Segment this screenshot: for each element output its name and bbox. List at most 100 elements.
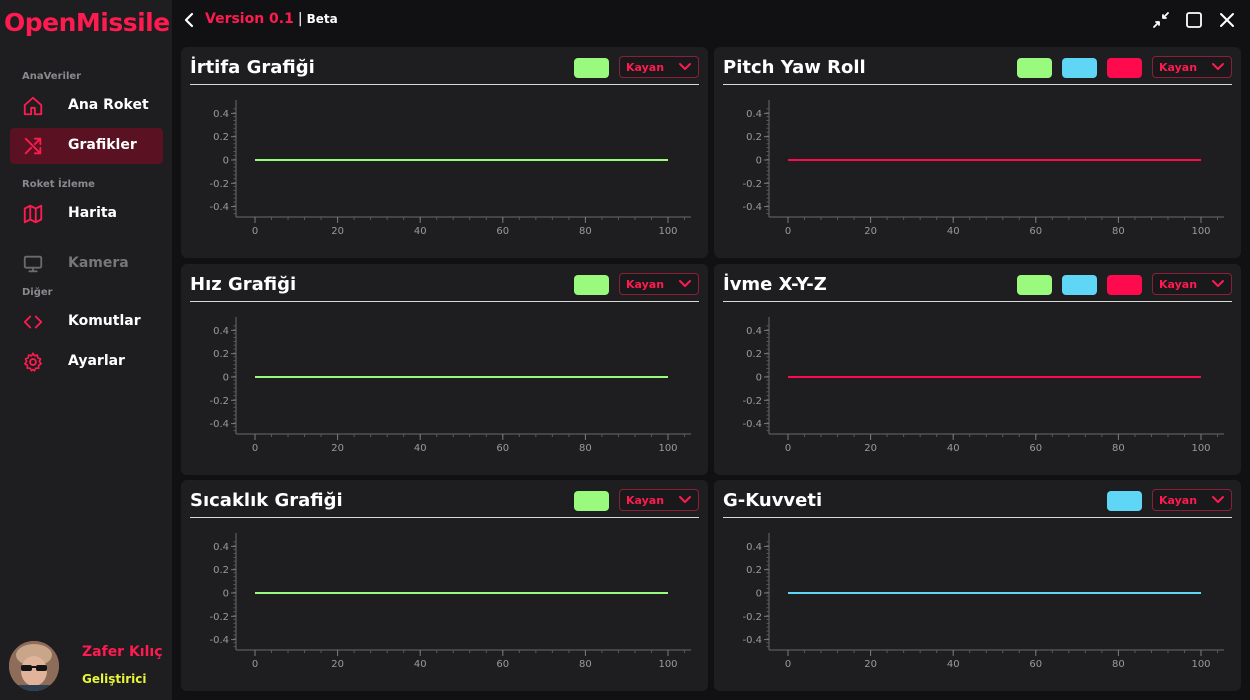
x-tick-label: 20 <box>864 659 877 670</box>
chevron-down-icon <box>679 63 691 70</box>
x-tick-label: 100 <box>658 226 677 237</box>
panel-title: Sıcaklık Grafiği <box>190 490 343 511</box>
sidebar-item-komutlar[interactable]: Komutlar <box>10 304 163 340</box>
mode-dropdown-value: Kayan <box>1159 494 1198 507</box>
y-tick-label: 0.4 <box>213 542 229 553</box>
gear-icon <box>24 352 42 372</box>
x-tick-label: 80 <box>579 443 592 454</box>
chevron-down-icon <box>679 280 691 287</box>
y-tick-label: 0.4 <box>746 542 762 553</box>
sidebar-item-label: Komutlar <box>68 313 141 329</box>
panel-title: İrtifa Grafiği <box>190 57 315 78</box>
line-chart: 0.4 0.2 0 -0.2 -0.4 0 20 40 60 80 100 <box>209 100 691 237</box>
series-color-swatch[interactable] <box>574 491 609 511</box>
sidebar-item-ana-roket[interactable]: Ana Roket <box>10 88 163 124</box>
panel-title: Hız Grafiği <box>190 274 297 295</box>
sidebar-item-kamera[interactable]: Kamera <box>10 246 163 282</box>
y-tick-label: 0.2 <box>746 349 762 360</box>
series-color-swatch[interactable] <box>574 58 609 78</box>
x-tick-label: 40 <box>947 443 960 454</box>
section-label-roket-izleme: Roket İzleme <box>22 179 95 190</box>
y-tick-label: 0.2 <box>746 132 762 143</box>
x-tick-label: 0 <box>785 226 791 237</box>
y-tick-label: 0 <box>223 373 229 384</box>
y-tick-label: -0.2 <box>209 612 229 623</box>
user-role: Geliştirici <box>82 672 147 686</box>
x-tick-label: 60 <box>496 659 509 670</box>
series-color-swatch[interactable] <box>1107 491 1142 511</box>
y-tick-label: -0.2 <box>742 612 762 623</box>
mode-dropdown[interactable]: Kayan <box>619 273 699 295</box>
panel-title: Pitch Yaw Roll <box>723 57 866 78</box>
y-tick-label: 0.2 <box>213 349 229 360</box>
user-profile[interactable]: Zafer Kılıç Geliştirici <box>0 636 172 696</box>
series-color-swatch[interactable] <box>1107 58 1142 78</box>
x-tick-label: 60 <box>1029 659 1042 670</box>
y-tick-label: 0 <box>223 589 229 600</box>
y-tick-label: 0.2 <box>213 565 229 576</box>
chevron-down-icon <box>1212 496 1224 503</box>
close-icon[interactable] <box>1216 9 1238 31</box>
sidebar-item-label: Ana Roket <box>68 97 149 113</box>
version-label: Version 0.1 | Beta <box>205 11 338 27</box>
title-bar: Version 0.1 | Beta <box>172 0 1250 40</box>
line-chart: 0.4 0.2 0 -0.2 -0.4 0 20 40 60 80 100 <box>742 317 1224 454</box>
mode-dropdown[interactable]: Kayan <box>619 56 699 78</box>
section-label-anaveriler: AnaVeriler <box>22 71 82 82</box>
x-tick-label: 100 <box>1191 226 1210 237</box>
x-tick-label: 80 <box>1112 226 1125 237</box>
sidebar-item-harita[interactable]: Harita <box>10 196 163 232</box>
beta-badge: Beta <box>306 12 338 26</box>
graph-panel-pitch-yaw-roll: Pitch Yaw Roll Kayan 0.4 0.2 0 -0.2 -0.4 0 20 40 6… <box>714 47 1241 258</box>
mode-dropdown[interactable]: Kayan <box>1152 489 1232 511</box>
series-color-swatch[interactable] <box>1107 275 1142 295</box>
series-color-swatch[interactable] <box>1062 275 1097 295</box>
panel-divider <box>723 301 1232 302</box>
x-tick-label: 80 <box>579 226 592 237</box>
y-tick-label: 0 <box>756 589 762 600</box>
mode-dropdown-value: Kayan <box>1159 278 1198 291</box>
panel-divider <box>190 84 699 85</box>
mode-dropdown[interactable]: Kayan <box>619 489 699 511</box>
panel-divider <box>723 84 1232 85</box>
x-tick-label: 40 <box>947 226 960 237</box>
avatar[interactable] <box>9 641 59 691</box>
section-label-diger: Diğer <box>22 287 53 298</box>
series-color-swatch[interactable] <box>574 275 609 295</box>
series-color-swatch[interactable] <box>1062 58 1097 78</box>
panel-divider <box>723 517 1232 518</box>
sidebar-item-label: Grafikler <box>68 137 137 153</box>
x-tick-label: 0 <box>252 659 258 670</box>
back-chevron-icon[interactable] <box>180 10 200 30</box>
series-color-swatch[interactable] <box>1017 275 1052 295</box>
y-tick-label: -0.4 <box>209 419 229 430</box>
mode-dropdown[interactable]: Kayan <box>1152 273 1232 295</box>
map-icon <box>23 204 43 224</box>
mode-dropdown-value: Kayan <box>626 61 665 74</box>
x-tick-label: 0 <box>252 443 258 454</box>
y-tick-label: -0.2 <box>742 396 762 407</box>
y-tick-label: -0.4 <box>209 202 229 213</box>
panel-title: İvme X-Y-Z <box>723 274 827 295</box>
line-chart: 0.4 0.2 0 -0.2 -0.4 0 20 40 60 80 100 <box>742 100 1224 237</box>
panel-title: G-Kuvveti <box>723 490 823 511</box>
x-tick-label: 80 <box>1112 659 1125 670</box>
collapse-icon[interactable] <box>1150 9 1172 31</box>
mode-dropdown[interactable]: Kayan <box>1152 56 1232 78</box>
series-color-swatch[interactable] <box>1017 58 1052 78</box>
x-tick-label: 60 <box>1029 226 1042 237</box>
y-tick-label: 0.4 <box>746 109 762 120</box>
x-tick-label: 100 <box>658 659 677 670</box>
line-chart: 0.4 0.2 0 -0.2 -0.4 0 20 40 60 80 100 <box>209 317 691 454</box>
chevron-down-icon <box>1212 63 1224 70</box>
mode-dropdown-value: Kayan <box>626 494 665 507</box>
sidebar-item-grafikler[interactable]: Grafikler <box>10 128 163 164</box>
sidebar-item-ayarlar[interactable]: Ayarlar <box>10 344 163 380</box>
chevron-down-icon <box>679 496 691 503</box>
x-tick-label: 40 <box>414 659 427 670</box>
x-tick-label: 0 <box>785 443 791 454</box>
maximize-icon[interactable] <box>1183 9 1205 31</box>
y-tick-label: 0.4 <box>746 326 762 337</box>
x-tick-label: 40 <box>947 659 960 670</box>
y-tick-label: -0.4 <box>209 635 229 646</box>
